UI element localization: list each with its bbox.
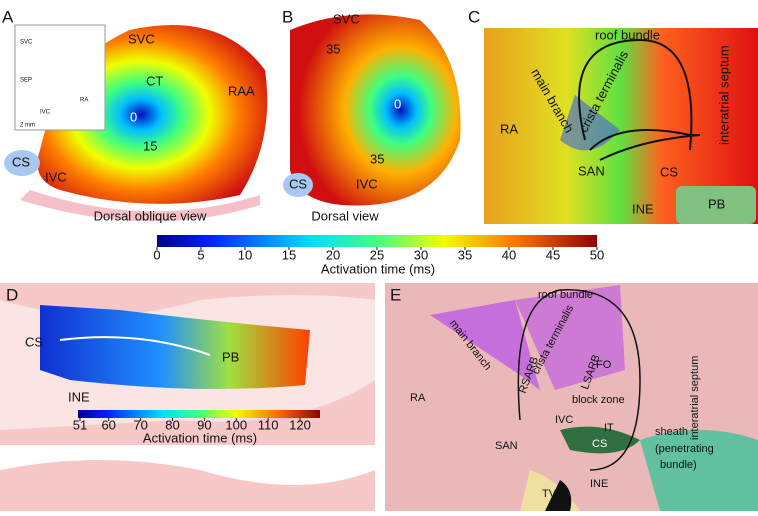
tick-label: 120	[289, 417, 311, 432]
svg-text:SVC: SVC	[20, 40, 33, 46]
tick-label: 15	[282, 247, 296, 262]
panel-a: SVC SEP RA IVC 2 mm A SVC CT RAA 0 15 CS…	[2, 7, 268, 223]
tick-label: 50	[590, 247, 604, 262]
svg-text:SVC: SVC	[128, 31, 155, 46]
svg-text:IVC: IVC	[555, 414, 573, 426]
svg-text:CS: CS	[12, 154, 30, 169]
svg-text:interatrial septum: interatrial septum	[716, 45, 731, 145]
tick-label: 35	[458, 247, 472, 262]
panel-d: D CS PB INE	[0, 283, 375, 511]
colorbar-top: Activation time (ms) 0 5 10 15 20 25 30 35 40 45 5…	[153, 235, 604, 276]
tick-label: 70	[133, 417, 147, 432]
svg-text:SAN: SAN	[578, 163, 605, 178]
svg-text:35: 35	[370, 151, 384, 166]
svg-text:INE: INE	[632, 201, 654, 216]
tick-label: 25	[370, 247, 384, 262]
tick-label: 20	[326, 247, 340, 262]
svg-text:FO: FO	[596, 359, 612, 371]
tick-label: 110	[258, 417, 279, 432]
svg-text:PB: PB	[222, 349, 239, 364]
svg-text:TV: TV	[542, 488, 557, 500]
svg-text:A: A	[2, 7, 14, 26]
svg-text:CS: CS	[289, 176, 307, 191]
tick-label: 30	[414, 247, 428, 262]
svg-text:CS: CS	[25, 334, 43, 349]
tick-label: 80	[165, 417, 179, 432]
svg-text:sheath: sheath	[655, 426, 688, 438]
svg-text:C: C	[468, 7, 480, 26]
colorbar-bottom: Activation time (ms) 51 60 70 80 90 100 110 120	[73, 410, 320, 445]
svg-text:0: 0	[394, 96, 401, 111]
svg-text:INE: INE	[590, 478, 608, 490]
tick-label: 5	[197, 247, 204, 262]
svg-text:0: 0	[130, 109, 137, 124]
tick-label: 60	[101, 417, 115, 432]
svg-text:(penetrating: (penetrating	[655, 443, 714, 455]
svg-text:IT: IT	[604, 422, 614, 434]
svg-text:Dorsal oblique view: Dorsal oblique view	[94, 208, 207, 223]
svg-text:E: E	[390, 285, 401, 304]
svg-text:RA: RA	[410, 392, 426, 404]
svg-text:PB: PB	[708, 196, 725, 211]
svg-text:2 mm: 2 mm	[20, 123, 35, 129]
svg-text:Activation time (ms): Activation time (ms)	[143, 430, 257, 445]
panel-e: E roof bundle interatrial septum main br…	[385, 283, 758, 511]
tick-label: 45	[546, 247, 560, 262]
svg-text:roof bundle: roof bundle	[538, 289, 593, 301]
svg-text:SAN: SAN	[495, 440, 518, 452]
svg-text:RA: RA	[80, 98, 88, 104]
svg-text:CS: CS	[592, 438, 607, 450]
svg-text:SVC: SVC	[333, 11, 360, 26]
svg-text:IVC: IVC	[356, 176, 378, 191]
tick-label: 40	[502, 247, 516, 262]
tick-label: 51	[73, 417, 87, 432]
svg-text:bundle): bundle)	[660, 459, 697, 471]
tick-label: 10	[238, 247, 252, 262]
tick-label: 90	[197, 417, 211, 432]
svg-text:block zone: block zone	[572, 394, 625, 406]
svg-text:SEP: SEP	[20, 78, 32, 84]
panel-c: C roof bundle main branch crista termina…	[468, 7, 758, 224]
svg-text:RAA: RAA	[228, 83, 255, 98]
svg-text:IVC: IVC	[40, 110, 51, 116]
svg-text:roof bundle: roof bundle	[595, 27, 660, 42]
svg-text:INE: INE	[68, 389, 90, 404]
svg-text:CS: CS	[660, 164, 678, 179]
svg-text:15: 15	[143, 138, 157, 153]
svg-text:CT: CT	[146, 73, 163, 88]
tick-label: 100	[225, 417, 247, 432]
svg-text:interatrial septum: interatrial septum	[689, 356, 701, 440]
svg-text:RA: RA	[500, 121, 518, 136]
svg-text:B: B	[282, 7, 293, 26]
svg-text:Dorsal view: Dorsal view	[311, 208, 379, 223]
tick-label: 0	[153, 247, 160, 262]
svg-text:Activation time (ms): Activation time (ms)	[321, 261, 435, 276]
svg-text:IVC: IVC	[45, 169, 67, 184]
svg-text:D: D	[6, 285, 18, 304]
panel-b: B SVC 35 0 35 CS IVC Dorsal view	[282, 7, 461, 223]
svg-text:35: 35	[326, 41, 340, 56]
